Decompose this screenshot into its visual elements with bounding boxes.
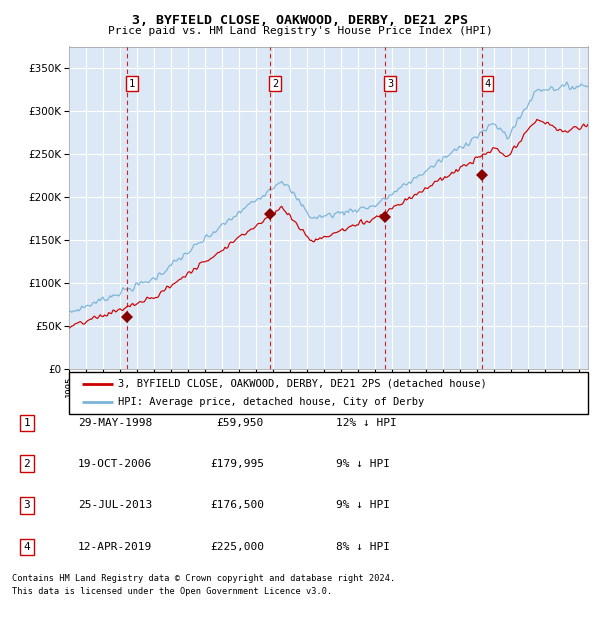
Text: 12% ↓ HPI: 12% ↓ HPI xyxy=(336,418,397,428)
Text: £59,950: £59,950 xyxy=(217,418,264,428)
Text: £176,500: £176,500 xyxy=(210,500,264,510)
Text: 1: 1 xyxy=(129,79,136,89)
Text: Price paid vs. HM Land Registry's House Price Index (HPI): Price paid vs. HM Land Registry's House … xyxy=(107,26,493,36)
Text: 2: 2 xyxy=(272,79,278,89)
Text: 3, BYFIELD CLOSE, OAKWOOD, DERBY, DE21 2PS (detached house): 3, BYFIELD CLOSE, OAKWOOD, DERBY, DE21 2… xyxy=(118,379,487,389)
Text: 3: 3 xyxy=(23,500,31,510)
Text: 12-APR-2019: 12-APR-2019 xyxy=(78,542,152,552)
Text: This data is licensed under the Open Government Licence v3.0.: This data is licensed under the Open Gov… xyxy=(12,587,332,596)
Text: 4: 4 xyxy=(23,542,31,552)
Text: 3, BYFIELD CLOSE, OAKWOOD, DERBY, DE21 2PS: 3, BYFIELD CLOSE, OAKWOOD, DERBY, DE21 2… xyxy=(132,14,468,27)
Text: 8% ↓ HPI: 8% ↓ HPI xyxy=(336,542,390,552)
Text: 2: 2 xyxy=(23,459,31,469)
Text: 3: 3 xyxy=(387,79,393,89)
Text: £179,995: £179,995 xyxy=(210,459,264,469)
Text: 9% ↓ HPI: 9% ↓ HPI xyxy=(336,500,390,510)
Text: HPI: Average price, detached house, City of Derby: HPI: Average price, detached house, City… xyxy=(118,397,425,407)
Text: 29-MAY-1998: 29-MAY-1998 xyxy=(78,418,152,428)
Text: 1: 1 xyxy=(23,418,31,428)
Text: 4: 4 xyxy=(484,79,490,89)
Text: Contains HM Land Registry data © Crown copyright and database right 2024.: Contains HM Land Registry data © Crown c… xyxy=(12,574,395,583)
Text: 25-JUL-2013: 25-JUL-2013 xyxy=(78,500,152,510)
Text: 9% ↓ HPI: 9% ↓ HPI xyxy=(336,459,390,469)
Text: 19-OCT-2006: 19-OCT-2006 xyxy=(78,459,152,469)
Text: £225,000: £225,000 xyxy=(210,542,264,552)
